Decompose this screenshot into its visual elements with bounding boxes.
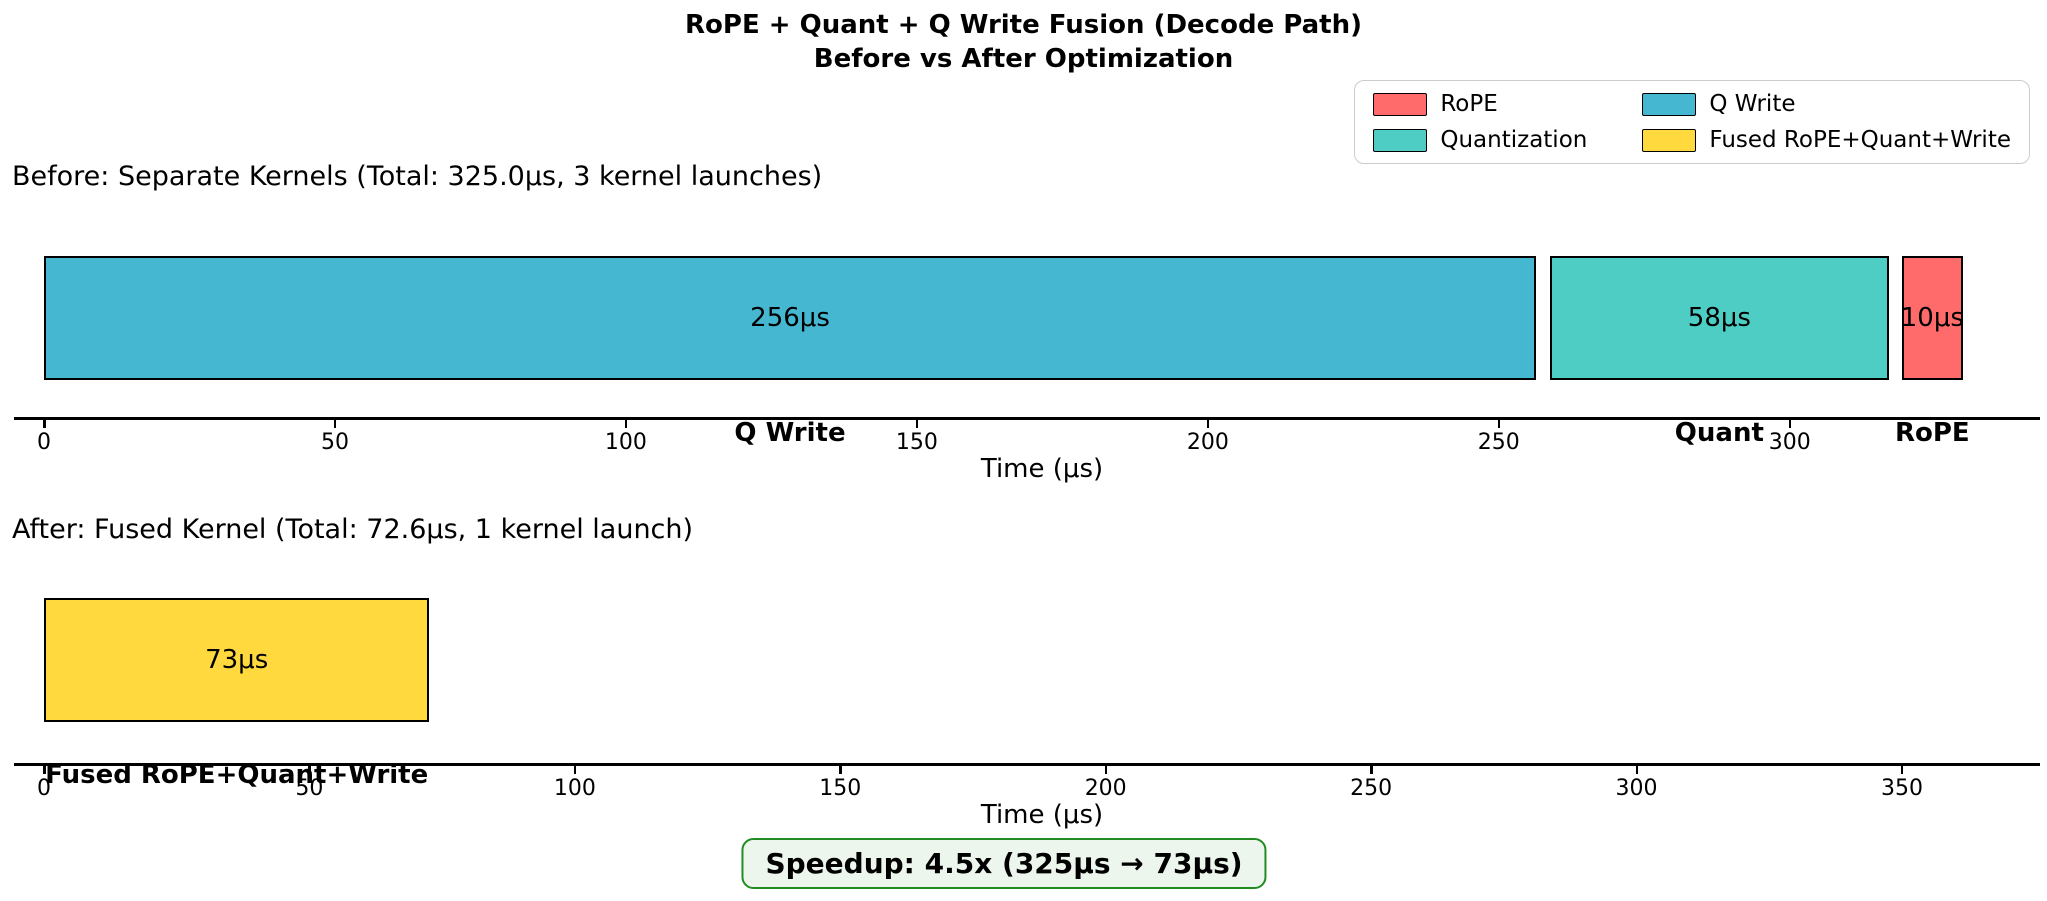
legend: RoPE Quantization Q Write Fused RoPE+Quant+… [1354, 80, 2030, 164]
bar-q-write [44, 256, 1537, 380]
bar-name-label-quant: Quant [1674, 418, 1764, 448]
bar-quant [1550, 256, 1889, 380]
bar-duration-label: 73μs [205, 645, 269, 675]
axis-tick [1788, 417, 1792, 428]
legend-item-rope: RoPE [1373, 91, 1587, 117]
axis-tick [1497, 417, 1501, 428]
axis-tick-label: 100 [553, 776, 596, 801]
legend-item-q-write: Q Write [1642, 91, 2011, 117]
speedup-badge: Speedup: 4.5x (325μs → 73μs) [741, 838, 1267, 889]
legend-label: Quantization [1440, 127, 1588, 153]
legend-swatch-fused-rope-quant-write [1642, 128, 1697, 152]
axis-tick [915, 417, 919, 428]
bar-duration-label: 10μs [1900, 303, 1964, 333]
axis-tick [43, 417, 46, 428]
chart-title: RoPE + Quant + Q Write Fusion (Decode Pa… [0, 8, 2047, 77]
after-chart: Time (μs) 0 50 100 150 200 250 300 350 Fused RoP… [14, 542, 2040, 842]
legend-swatch-q-write [1642, 92, 1697, 116]
legend-item-fused-rope-quant-write: Fused RoPE+Quant+Write [1642, 127, 2011, 153]
axis-tick [839, 763, 842, 774]
axis-tick-label: 350 [1880, 776, 1923, 801]
bar-name-label-q-write: Q Write [734, 418, 846, 448]
axis-tick [333, 417, 337, 428]
axis-tick-label: 250 [1477, 430, 1520, 455]
chart-title-line2: Before vs After Optimization [813, 44, 1234, 75]
axis-tick [1206, 417, 1210, 428]
axis-tick-label: 300 [1615, 776, 1658, 801]
axis-tick-label: 250 [1350, 776, 1393, 801]
before-chart: Time (μs) 0 50 100 150 200 250 300 Q Write 256μs… [14, 200, 2040, 500]
after-section-title: After: Fused Kernel (Total: 72.6μs, 1 ke… [12, 514, 694, 545]
bar-name-label-fused-rope-quant-write: Fused RoPE+Quant+Write [45, 760, 429, 790]
legend-item-quantization: Quantization [1373, 127, 1587, 153]
bar-duration-label: 256μs [750, 303, 830, 333]
axis-tick-label: 200 [1084, 776, 1127, 801]
chart-title-line1: RoPE + Quant + Q Write Fusion (Decode Pa… [685, 10, 1362, 40]
axis-tick [1635, 763, 1639, 774]
axis-tick [1104, 763, 1108, 774]
axis-tick-label: 200 [1186, 430, 1229, 455]
axis-tick [43, 763, 46, 774]
axis-tick-label: 50 [295, 776, 324, 801]
legend-label: Fused RoPE+Quant+Write [1709, 127, 2011, 153]
legend-label: Q Write [1709, 91, 1796, 117]
legend-swatch-rope [1373, 92, 1428, 116]
axis-tick-label: 50 [320, 430, 349, 455]
before-section-title: Before: Separate Kernels (Total: 325.0μs… [12, 161, 823, 192]
axis-tick [624, 417, 628, 428]
x-axis-line [14, 417, 2040, 420]
bar-name-label-rope: RoPE [1894, 418, 1970, 448]
axis-tick [1370, 763, 1373, 774]
axis-tick-label: 150 [819, 776, 862, 801]
axis-tick [308, 763, 311, 774]
axis-tick [1900, 763, 1904, 774]
legend-swatch-quantization [1373, 128, 1428, 152]
legend-label: RoPE [1440, 91, 1498, 117]
before-x-axis-label: Time (μs) [980, 454, 1104, 484]
after-x-axis-label: Time (μs) [980, 800, 1104, 830]
axis-tick [573, 763, 577, 774]
bar-rope [1902, 256, 1963, 380]
axis-tick-label: 150 [895, 430, 938, 455]
axis-tick-label: 300 [1768, 430, 1811, 455]
x-axis-line [14, 763, 2040, 766]
axis-tick-label: 0 [37, 776, 51, 801]
axis-tick-label: 0 [37, 430, 51, 455]
bar-duration-label: 58μs [1687, 303, 1751, 333]
bar-fused-rope-quant-write [44, 598, 430, 722]
axis-tick-label: 100 [604, 430, 647, 455]
